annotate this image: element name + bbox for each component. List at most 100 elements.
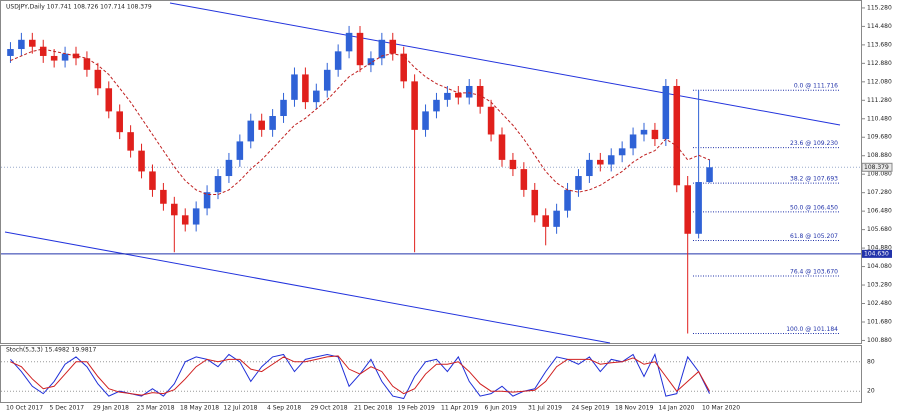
candle-body xyxy=(607,155,615,165)
y-tick-label: 111.280 xyxy=(867,97,892,104)
y-tick-label: 113.680 xyxy=(867,41,892,48)
fib-label: 76.4 @ 103.670 xyxy=(790,269,838,276)
candle-body xyxy=(138,150,145,172)
candle-body xyxy=(72,53,80,59)
candle-body xyxy=(433,99,440,112)
candle-body xyxy=(662,85,670,140)
candle-body xyxy=(597,159,604,165)
candle-body xyxy=(509,159,517,170)
candle-body xyxy=(83,58,91,70)
x-tick-label: 21 Dec 2018 xyxy=(354,405,393,412)
candle-body xyxy=(247,120,255,142)
candle-body xyxy=(411,81,418,130)
y-tick-label: 109.680 xyxy=(867,134,892,141)
y-tick-label: 104.880 xyxy=(867,245,892,252)
candle-body xyxy=(367,58,375,66)
candle-body xyxy=(7,49,14,56)
candle-body xyxy=(116,111,123,133)
candle-body xyxy=(105,88,113,112)
candle-body xyxy=(673,85,681,186)
candle-body xyxy=(553,210,560,227)
candle-body xyxy=(171,203,178,216)
x-tick-label: 14 Jan 2020 xyxy=(659,405,695,412)
last-price-label: 108.379 xyxy=(864,164,889,171)
y-tick-label: 110.480 xyxy=(867,115,892,122)
candle-body xyxy=(334,51,342,70)
candle-body xyxy=(520,169,528,190)
candle-body xyxy=(313,90,320,103)
candle-body xyxy=(389,39,397,54)
candle-body xyxy=(160,189,167,204)
last-price-box xyxy=(861,162,893,172)
x-tick-label: 4 Sep 2018 xyxy=(267,405,301,412)
candle-body xyxy=(564,189,571,211)
y-tick-label: 100.880 xyxy=(867,337,892,344)
candle-body xyxy=(465,85,473,98)
candle-body xyxy=(269,116,276,130)
x-tick-label: 18 Nov 2019 xyxy=(615,405,654,412)
x-tick-label: 12 Jul 2018 xyxy=(224,405,258,412)
candle-body xyxy=(149,171,156,190)
candle-body xyxy=(236,141,244,160)
candle-body xyxy=(575,176,582,190)
x-tick-label: 6 Jun 2019 xyxy=(485,405,517,412)
level-label: 104.630 xyxy=(864,250,889,257)
candle-body xyxy=(203,192,211,209)
candle-body xyxy=(618,148,626,156)
candle-body xyxy=(214,176,222,193)
candle-body xyxy=(684,185,691,234)
candle-body xyxy=(487,106,495,135)
candle-body xyxy=(422,111,429,130)
candle-body xyxy=(356,32,364,66)
y-tick-label: 104.080 xyxy=(867,263,892,270)
y-tick-label: 112.080 xyxy=(867,78,892,85)
x-tick-label: 11 Apr 2019 xyxy=(441,405,478,412)
level-box xyxy=(862,249,892,258)
x-tick-label: 19 Feb 2019 xyxy=(398,405,436,412)
main-panel xyxy=(0,0,862,344)
y-tick-label: 112.880 xyxy=(867,60,892,67)
stoch-panel xyxy=(0,345,862,403)
candle-body xyxy=(378,39,386,59)
y-tick-label: 108.880 xyxy=(867,152,892,159)
y-tick-label: 115.280 xyxy=(867,4,892,11)
candle-body xyxy=(706,167,713,183)
candle-body xyxy=(455,92,462,98)
candle-body xyxy=(94,69,102,89)
fib-label: 50.0 @ 106.450 xyxy=(790,204,838,211)
candle-body xyxy=(18,39,25,50)
y-tick-label: 106.480 xyxy=(867,208,892,215)
candle-body xyxy=(192,208,200,225)
chart-title: USDJPY,Daily 107.741 108.726 107.714 108… xyxy=(6,4,152,11)
candle-body xyxy=(291,74,298,100)
fib-label: 61.8 @ 105.207 xyxy=(790,233,838,240)
candle-body xyxy=(29,39,36,47)
y-tick-label: 114.480 xyxy=(867,23,892,30)
candle-body xyxy=(629,134,637,149)
candle-body xyxy=(39,46,47,56)
x-tick-label: 23 Mar 2018 xyxy=(137,405,175,412)
fib-label: 23.6 @ 109.230 xyxy=(790,140,838,147)
candle-body xyxy=(181,215,189,225)
candle-body xyxy=(531,189,539,216)
candle-body xyxy=(302,74,309,103)
candle-body xyxy=(400,53,407,82)
candle-body xyxy=(258,120,265,130)
candle-body xyxy=(323,69,331,91)
candle-body xyxy=(640,129,648,135)
fib-label: 0.0 @ 111.716 xyxy=(794,83,838,90)
y-tick-label: 101.680 xyxy=(867,318,892,325)
channel-lower xyxy=(4,231,611,344)
candle-body xyxy=(127,132,134,151)
x-tick-label: 10 Mar 2020 xyxy=(702,405,740,412)
candle-body xyxy=(498,134,506,160)
stoch-title: Stoch(5,3,3) 15.4982 19.9817 xyxy=(6,347,97,354)
y-tick-label: 107.280 xyxy=(867,189,892,196)
candle-body xyxy=(50,55,58,61)
candle-body xyxy=(444,92,451,100)
y-tick-label: 108.080 xyxy=(867,171,892,178)
candle-body xyxy=(695,182,702,234)
candle-body xyxy=(586,159,593,177)
candle-body xyxy=(651,129,659,140)
